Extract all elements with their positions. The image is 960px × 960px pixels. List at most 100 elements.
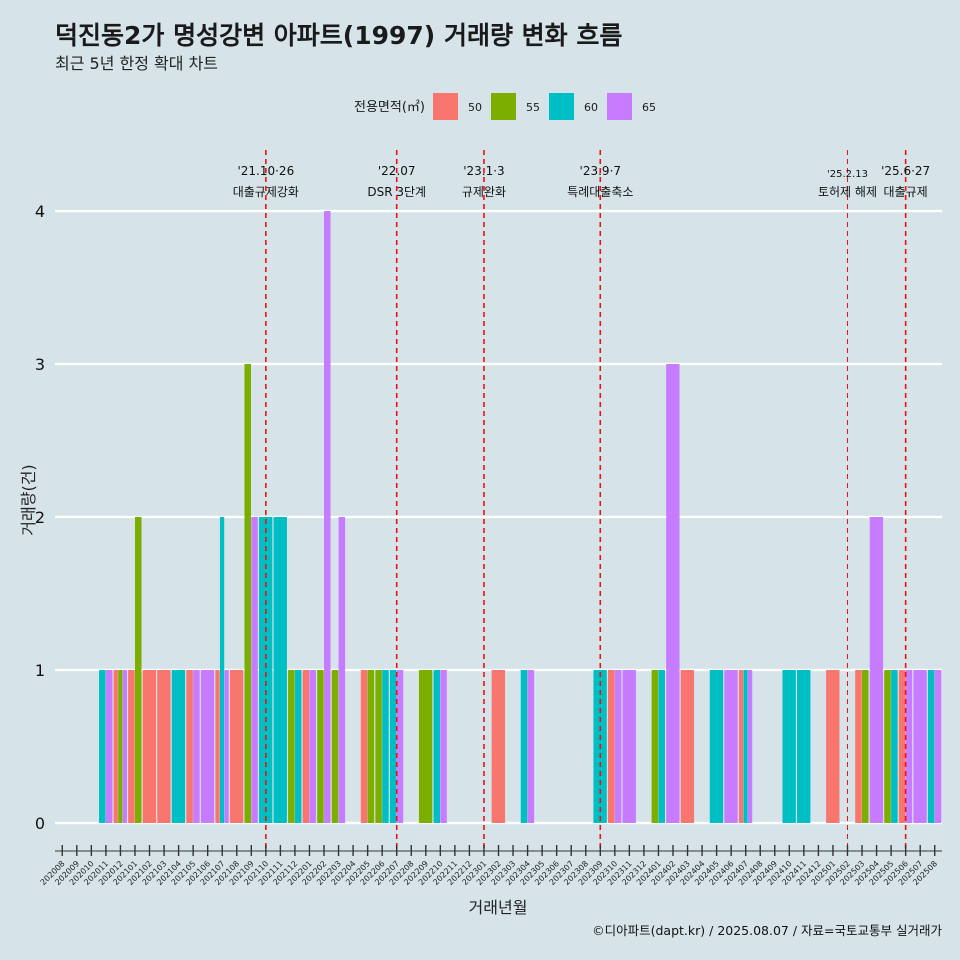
chart-subtitle: 최근 5년 한정 확대 차트: [55, 54, 218, 73]
legend: 50 55 60 65: [433, 93, 656, 120]
bar-65-202210: [440, 670, 447, 823]
bar-60-202206: [382, 670, 389, 823]
y-tick-label: 2: [35, 508, 45, 527]
bar-65-202202: [324, 211, 331, 823]
bar-60-202411: [797, 670, 811, 823]
bar-50-202201: [302, 670, 310, 823]
bar-55-202012: [118, 670, 123, 823]
bar-50-202403: [680, 670, 695, 823]
bar-50-202107: [215, 670, 220, 823]
bar-55-202401: [651, 670, 659, 823]
legend-label-60: 60: [584, 101, 598, 114]
legend-swatch-65: [607, 93, 632, 120]
bar-60-202111: [273, 517, 287, 823]
x-axis-title: 거래년월: [469, 898, 528, 917]
x-axis: 2020082020092020102020112020122021012021…: [39, 845, 942, 887]
bar-60-202011: [99, 670, 106, 823]
event-label-202506: 대출규제: [884, 185, 928, 199]
bar-55-202109: [244, 364, 251, 823]
event-label-202502: 토허제 해제: [818, 185, 877, 199]
bar-55-202112: [288, 670, 295, 823]
bar-65-202106: [200, 670, 215, 823]
legend-title: 전용면적(㎡): [354, 100, 425, 115]
bar-65-202311: [622, 670, 636, 823]
legend-swatch-55: [491, 93, 516, 120]
bar-60-202304: [520, 670, 528, 823]
bar-55-202202: [317, 670, 324, 823]
legend-label-65: 65: [642, 101, 656, 114]
bar-55-202206: [375, 670, 382, 823]
y-tick-label: 3: [35, 355, 45, 374]
bar-60-202110: [259, 517, 273, 823]
bar-60-202401: [658, 670, 665, 823]
bar-50-202102: [142, 670, 157, 823]
bar-50-202503: [855, 670, 862, 823]
event-label-202207: DSR 3단계: [367, 185, 426, 199]
y-tick-label: 0: [35, 814, 45, 833]
bar-55-202203: [331, 670, 339, 823]
event-date-202207: '22.07: [378, 164, 416, 178]
event-label-202309: 특례대출축소: [567, 185, 633, 199]
bar-60-202107: [219, 517, 225, 823]
bar-50-202407: [738, 670, 744, 823]
bar-65-202406: [724, 670, 738, 823]
chart-title: 덕진동2가 명성강변 아파트(1997) 거래량 변화 흐름: [55, 21, 622, 50]
bar-50-202012: [113, 670, 118, 823]
bar-65-202201: [309, 670, 316, 823]
bar-55-202505: [884, 670, 891, 823]
bar-65-202407: [747, 670, 753, 823]
bar-65-202310: [614, 670, 622, 823]
bars: [99, 211, 942, 823]
bar-50-202105: [186, 670, 193, 823]
event-date-202110: '21.10·26: [237, 164, 294, 178]
event-date-202301: '23.1·3: [463, 164, 504, 178]
bar-65-202107: [224, 670, 229, 823]
legend-label-50: 50: [468, 101, 482, 114]
bar-60-202508: [927, 670, 935, 823]
caption: ©디아파트(dapt.kr) / 2025.08.07 / 자료=국토교통부 실…: [592, 923, 942, 938]
bar-50-202310: [607, 670, 615, 823]
event-date-202309: '23.9·7: [580, 164, 621, 178]
legend-label-55: 55: [526, 101, 540, 114]
bar-65-202105: [193, 670, 200, 823]
legend-swatch-60: [549, 93, 574, 120]
bar-50-202205: [360, 670, 368, 823]
y-tick-label: 1: [35, 661, 45, 680]
y-axis-title: 거래량(건): [19, 464, 38, 535]
event-label-202301: 규제완화: [462, 185, 506, 199]
bar-55-202503: [862, 670, 869, 823]
event-date-202502: '25.2.13: [827, 169, 868, 180]
bar-65-202109: [251, 517, 258, 823]
bar-65-202012: [122, 670, 127, 823]
event-label-202110: 대출규제강화: [233, 185, 299, 199]
bar-60-202104: [171, 670, 186, 823]
bar-65-202402: [666, 364, 680, 823]
bar-65-202203: [338, 517, 346, 823]
bar-65-202011: [105, 670, 113, 823]
bar-65-202504: [869, 517, 884, 823]
bar-50-202108: [229, 670, 244, 823]
bar-60-202407: [743, 670, 748, 823]
bar-60-202405: [709, 670, 724, 823]
y-tick-label: 4: [35, 202, 45, 221]
bar-50-202103: [157, 670, 171, 823]
bar-65-202506: [905, 670, 913, 823]
bar-65-202507: [913, 670, 927, 823]
bar-60-202112: [294, 670, 302, 823]
bar-55-202205: [367, 670, 375, 823]
bar-60-202410: [782, 670, 796, 823]
bar-65-202207: [396, 670, 404, 823]
bar-50-202506: [898, 670, 906, 823]
bar-50-202302: [491, 670, 506, 823]
bar-55-202101: [134, 517, 142, 823]
bar-55-202209: [418, 670, 433, 823]
bar-50-202101: [128, 670, 135, 823]
bar-65-202304: [527, 670, 535, 823]
y-axis: 0 1 2 3 4: [35, 202, 45, 833]
bar-60-202207: [389, 670, 397, 823]
bar-65-202508: [934, 670, 942, 823]
event-date-202506: '25.6·27: [881, 164, 930, 178]
legend-swatch-50: [433, 93, 458, 120]
